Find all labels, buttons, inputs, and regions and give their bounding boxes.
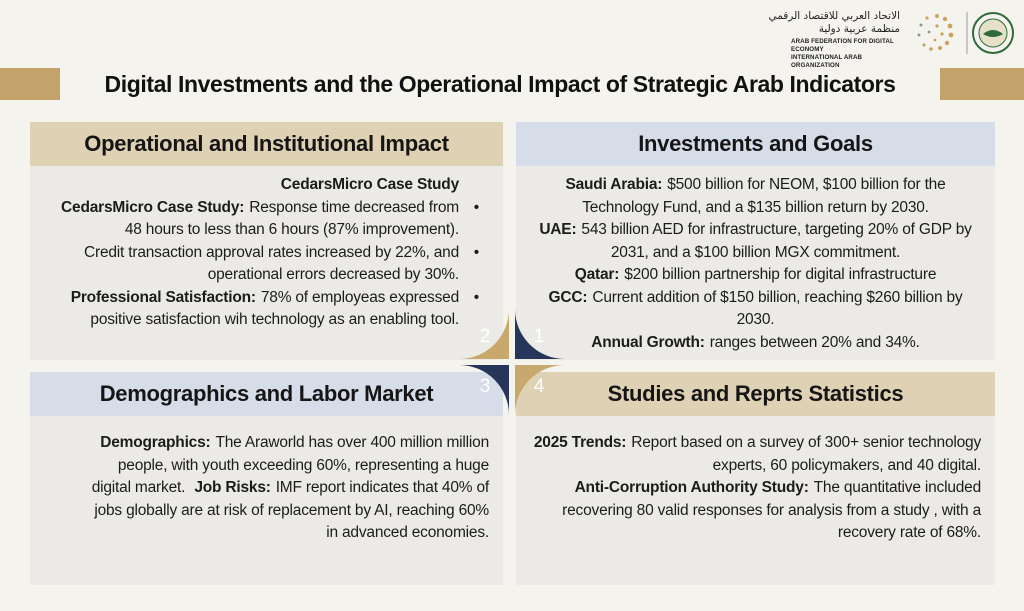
label: 2025 Trends: [533, 434, 627, 451]
paragraph: CedarsMicro Case Study: Response time dec… [52, 197, 481, 242]
text: $200 billion partnership for digital inf… [624, 266, 937, 283]
text: Report based on a survey of 300+ senior … [631, 434, 981, 474]
title-bar: Digital Investments and the Operational … [0, 68, 1024, 100]
text: Current addition of $150 billion, reachi… [592, 288, 963, 329]
label: Qatar: [574, 266, 620, 283]
paragraph: Demographics: The Araworld has over 400 m… [90, 432, 489, 545]
text: Response time decreased from 48 hours to… [124, 198, 459, 239]
label: Anti-Corruption Authority Study: [574, 479, 809, 496]
text-run: UAE: 543 billion AED for infrastructure, … [539, 221, 972, 261]
panel: Studies and Reprts Statistics 2025 Trends… [516, 372, 995, 585]
text-run: Qatar: $200 billion partnership for digit… [574, 266, 937, 283]
label: UAE: [539, 221, 577, 238]
text-run: Saudi Arabia: $500 billion for NEOM, $100… [565, 176, 945, 216]
text: Credit transaction approval rates increa… [84, 243, 459, 284]
title-accent [0, 68, 60, 100]
logo-arabic-line: الاتحاد العربي للاقتصاد الرقمي [768, 10, 900, 22]
label: Professional Satisfaction: [70, 288, 256, 306]
text-run: Professional Satisfaction: 78% of employe… [71, 289, 459, 329]
text: The quantitative included recovering 80 … [562, 479, 981, 541]
text-run: 2025 Trends: Report based on a survey of … [534, 434, 981, 474]
text: $500 billion for NEOM, $100 billion for … [582, 176, 946, 216]
label: Job Risks: [194, 479, 271, 496]
panel: Operational and Institutional Impact Ceda… [30, 122, 503, 360]
quadrant [459, 309, 509, 359]
text: 78% of employeas expressed positive sati… [90, 288, 459, 329]
panel-body: 2025 Trends: Report based on a survey of … [516, 416, 995, 545]
paragraph: Saudi Arabia: $500 billion for NEOM, $100… [530, 174, 981, 219]
text: 543 billion AED for infrastructure, targ… [581, 221, 972, 261]
title-accent [940, 68, 1024, 100]
logo-english: ARAB FEDERATION FOR DIGITAL ECONOMY INTE… [791, 38, 911, 70]
quadrant [515, 309, 565, 359]
logo-arabic: الاتحاد العربي للاقتصاد الرقمي منظمة عرب… [760, 10, 900, 36]
logo-english-line: ARAB FEDERATION FOR DIGITAL ECONOMY [791, 38, 894, 53]
text-run: Anti-Corruption Authority Study: The quan… [562, 479, 981, 541]
panel-heading: Studies and Reprts Statistics [516, 372, 995, 416]
label: CedarsMicro Case Study: [61, 198, 245, 216]
text: IMF report indicates that 40% of jobs gl… [94, 479, 489, 541]
paragraph: GCC: Current addition of $150 billion, re… [530, 287, 981, 332]
panel-heading: Demographics and Labor Market [30, 372, 503, 416]
quadrant [515, 365, 565, 415]
quadrant [459, 365, 509, 415]
title: Digital Investments and the Operational … [60, 68, 940, 100]
panel-heading: Investments and Goals [516, 122, 995, 166]
text-run: Credit transaction approval rates increa… [84, 244, 459, 284]
text-run: CedarsMicro Case Study: Response time dec… [61, 199, 459, 239]
paragraph: Qatar: $200 billion partnership for digit… [530, 264, 981, 287]
paragraph: Anti-Corruption Authority Study: The quan… [530, 477, 981, 545]
panel-body: Saudi Arabia: $500 billion for NEOM, $100… [516, 166, 995, 354]
panel-body: CedarsMicro Case Study CedarsMicro Case S… [30, 166, 503, 332]
panel-heading: Operational and Institutional Impact [30, 122, 503, 166]
paragraph: UAE: 543 billion AED for infrastructure, … [530, 219, 981, 264]
panel: Investments and Goals Saudi Arabia: $500 b… [516, 122, 995, 360]
text-run: Demographics: The Araworld has over 400 m… [92, 434, 489, 496]
quadrant-number: 2 [480, 326, 491, 347]
text-run: GCC: Current addition of $150 billion, re… [549, 289, 963, 329]
label: Saudi Arabia: [565, 176, 663, 193]
logo-english-line: INTERNATIONAL ARAB ORGANIZATION [791, 54, 863, 69]
quadrant-number: 1 [534, 326, 545, 347]
paragraph: Annual Growth: ranges between 20% and 34%… [530, 332, 981, 355]
quadrant-number: 3 [480, 376, 491, 397]
label: Demographics: [100, 434, 211, 451]
quadrant-number: 4 [534, 376, 545, 397]
label: Annual Growth: [591, 333, 705, 351]
text-run: Job Risks: IMF report indicates that 40% … [94, 479, 489, 541]
logo-arabic-line: منظمة عربية دولية [818, 23, 900, 35]
paragraph: Credit transaction approval rates increa… [52, 242, 481, 287]
paragraph: 2025 Trends: Report based on a survey of … [530, 432, 981, 477]
panel-body: Demographics: The Araworld has over 400 m… [30, 416, 503, 545]
label: GCC: [548, 288, 588, 306]
logo-emblem [917, 12, 1014, 54]
text: The Araworld has over 400 million millio… [91, 434, 489, 496]
text: ranges between 20% and 34%. [709, 333, 920, 351]
panel: Demographics and Labor Market Demographic… [30, 372, 503, 585]
text-run: Annual Growth: ranges between 20% and 34%… [591, 333, 920, 351]
quadrant-badges: 2 1 3 4 [459, 309, 565, 415]
panel-subheading: CedarsMicro Case Study [280, 176, 459, 193]
paragraph: Professional Satisfaction: 78% of employe… [52, 287, 481, 332]
